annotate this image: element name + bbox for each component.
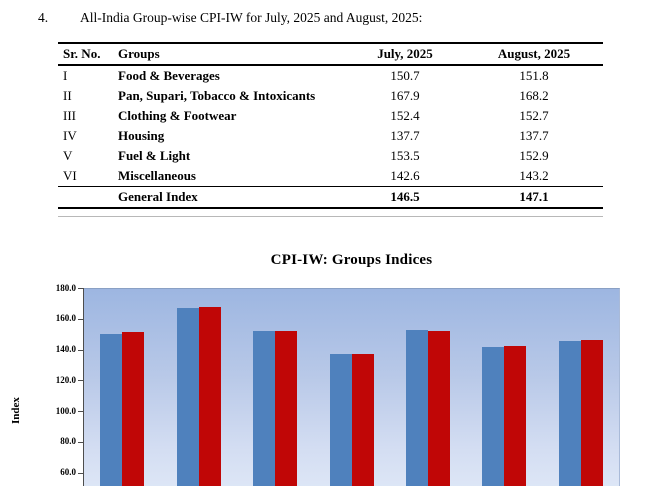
july-cell: 137.7	[390, 128, 420, 143]
footer-sr-cell	[58, 187, 115, 209]
group-cell: Miscellaneous	[118, 168, 196, 183]
footer-label-cell: General Index	[118, 189, 198, 204]
y-tick-label: 80.0	[60, 436, 76, 447]
y-tick-label: 100.0	[55, 405, 76, 416]
chart-title: CPI-IW: Groups Indices	[270, 252, 433, 268]
group-cell: Clothing & Footwear	[118, 108, 237, 123]
bar-july-group-4	[330, 354, 352, 486]
sr-no-cell: V	[63, 148, 73, 163]
table-row: IV Housing 137.7 137.7	[58, 126, 603, 146]
bar-july-group-5	[406, 329, 428, 486]
table-row: III Clothing & Footwear 152.4 152.7	[58, 106, 603, 126]
sr-no-cell: I	[63, 68, 68, 83]
table-row: V Fuel & Light 153.5 152.9	[58, 146, 603, 166]
july-cell: 153.5	[390, 148, 420, 163]
y-tick-label: 160.0	[55, 313, 76, 324]
bar-july-group-3	[253, 331, 275, 486]
august-cell: 152.7	[519, 108, 549, 123]
table-row: I Food & Beverages 150.7 151.8	[58, 65, 603, 86]
group-cell: Fuel & Light	[118, 148, 191, 163]
table-footer-row: General Index 146.5 147.1	[58, 186, 603, 209]
y-tick-mark	[78, 288, 83, 289]
sr-no-cell: IV	[63, 128, 77, 143]
july-cell: 167.9	[390, 88, 420, 103]
footer-august-cell: 147.1	[519, 189, 549, 204]
bar-august-group-2	[199, 307, 221, 486]
y-tick-mark	[78, 411, 83, 412]
table-row: VI Miscellaneous 142.6 143.2	[58, 166, 603, 187]
section-number: 4.	[38, 10, 49, 25]
bar-july-group-7	[559, 340, 581, 486]
bar-august-group-7	[581, 339, 603, 486]
y-tick-label: 180.0	[55, 282, 76, 293]
bar-august-group-5	[428, 330, 450, 486]
sr-no-cell: III	[63, 108, 76, 123]
august-cell: 137.7	[519, 128, 549, 143]
bar-july-group-2	[177, 307, 199, 486]
bar-august-group-1	[122, 332, 144, 486]
july-cell: 152.4	[390, 108, 420, 123]
y-tick-label: 60.0	[60, 467, 76, 477]
y-tick-mark	[78, 441, 83, 443]
col-header-groups: Groups	[118, 46, 160, 61]
group-cell: Food & Beverages	[118, 68, 220, 83]
sr-no-cell: VI	[63, 168, 77, 183]
y-tick-label: 140.0	[55, 344, 76, 354]
bar-july-group-1	[100, 334, 122, 486]
footer-july-cell: 146.5	[390, 189, 420, 204]
col-header-july: July, 2025	[377, 46, 433, 61]
section-title: All-India Group-wise CPI-IW for July, 20…	[80, 10, 423, 25]
bar-august-group-4	[352, 354, 374, 486]
august-cell: 152.9	[519, 148, 549, 163]
chart-plot-area	[84, 288, 620, 486]
bar-july-group-6	[482, 346, 504, 486]
august-cell: 151.8	[519, 68, 549, 83]
bar-august-group-3	[275, 331, 297, 486]
col-header-sr-no: Sr. No.	[63, 46, 101, 61]
july-cell: 150.7	[390, 68, 420, 83]
y-tick-mark	[78, 380, 83, 382]
july-cell: 142.6	[390, 168, 420, 183]
y-tick-mark	[78, 349, 83, 351]
cpi-table: Sr. No. Groups July, 2025 August, 2025 I…	[58, 42, 603, 209]
y-tick-label: 120.0	[55, 374, 76, 385]
chart-y-axis-line	[83, 288, 84, 486]
bar-august-group-6	[504, 345, 526, 486]
table-row: II Pan, Supari, Tobacco & Intoxicants 167.…	[58, 86, 603, 106]
group-cell: Pan, Supari, Tobacco & Intoxicants	[118, 88, 316, 103]
cpi-groups-bar-chart: CPI-IW: Groups Indices Index 180.0 160.0 1…	[0, 240, 669, 486]
table-bottom-shadow-line	[58, 216, 603, 217]
group-cell: Housing	[118, 128, 165, 143]
y-tick-mark	[78, 472, 83, 474]
y-tick-mark	[78, 318, 83, 320]
col-header-august: August, 2025	[497, 46, 571, 61]
august-cell: 143.2	[519, 168, 549, 183]
august-cell: 168.2	[519, 88, 549, 103]
table-header-row: Sr. No. Groups July, 2025 August, 2025	[58, 43, 603, 65]
sr-no-cell: II	[63, 88, 72, 103]
